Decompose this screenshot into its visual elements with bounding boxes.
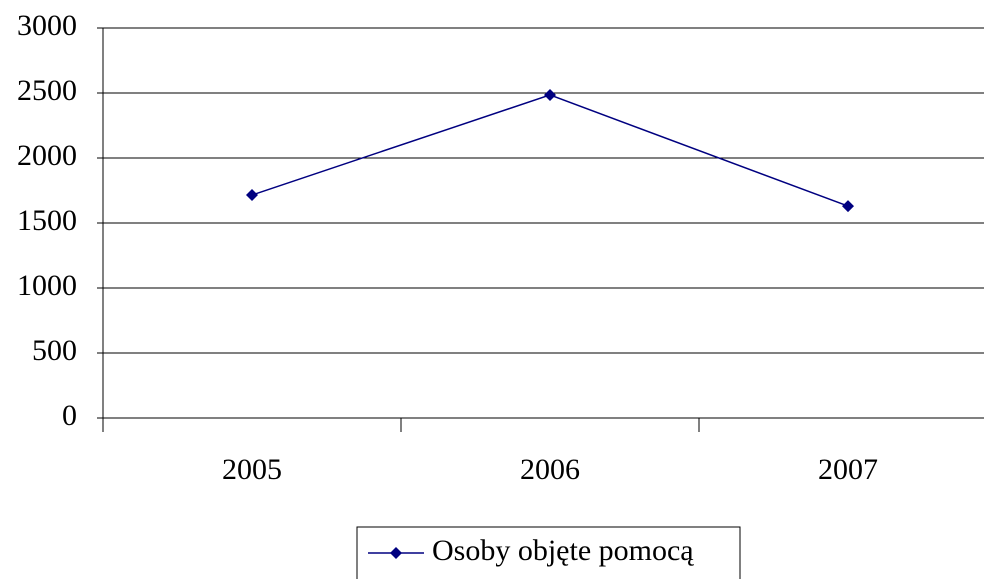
y-tick-label: 1500 [17, 204, 77, 237]
y-tick-label: 0 [62, 399, 77, 432]
legend-label: Osoby objęte pomocą [432, 534, 694, 567]
x-tick-label: 2006 [520, 453, 580, 486]
x-tick-label: 2007 [818, 453, 878, 486]
series-line [251, 94, 849, 207]
y-tick-label: 500 [32, 334, 77, 367]
y-tick-label: 3000 [17, 9, 77, 42]
y-tick-label: 2000 [17, 139, 77, 172]
y-tick-label: 1000 [17, 269, 77, 302]
legend-box [356, 526, 741, 579]
point-marker [544, 88, 556, 101]
point-marker [246, 189, 258, 202]
point-marker [842, 200, 854, 213]
legend-marker [390, 547, 402, 559]
y-tick-label: 2500 [17, 74, 77, 107]
x-tick-label: 2005 [222, 453, 282, 486]
